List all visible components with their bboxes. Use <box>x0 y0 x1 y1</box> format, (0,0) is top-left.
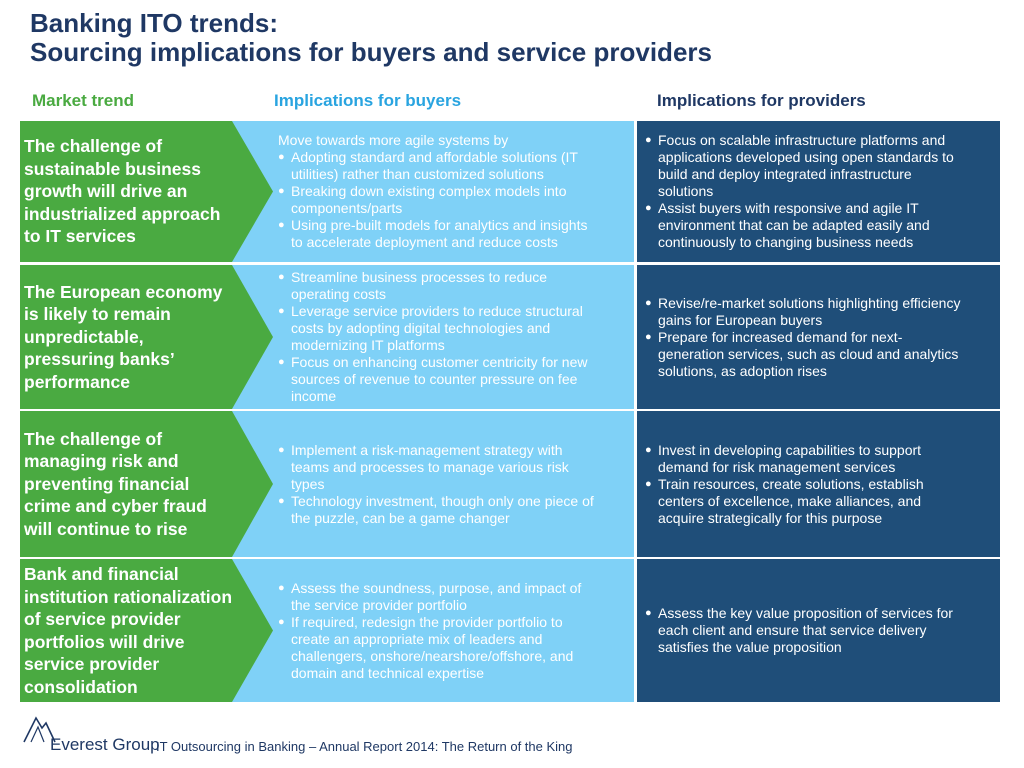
buyers-bullet-item: Technology investment, though only one p… <box>278 493 638 527</box>
table-row: The challenge of managing risk and preve… <box>20 411 1000 557</box>
column-header-market-trend: Market trend <box>32 91 135 110</box>
market-trend-cell: The challenge of managing risk and preve… <box>20 411 273 557</box>
buyers-implications-cell: Streamline business processes to reduce … <box>278 265 638 409</box>
buyers-implications-cell: Move towards more agile systems byAdopti… <box>278 121 638 262</box>
table-row: The European economy is likely to remain… <box>20 265 1000 409</box>
trend-chevron-shape <box>20 265 273 409</box>
providers-bullet-item: Prepare for increased demand for next- g… <box>645 329 1000 380</box>
buyers-bullet-item: Breaking down existing complex models in… <box>278 183 638 217</box>
providers-bullet-item: Focus on scalable infrastructure platfor… <box>645 132 1000 200</box>
providers-implications-cell: Revise/re-market solutions highlighting … <box>637 265 1000 409</box>
providers-bullet-item: Revise/re-market solutions highlighting … <box>645 295 1000 329</box>
column-header-providers: Implications for providers <box>657 91 866 110</box>
providers-bullet-item: Train resources, create solutions, estab… <box>645 476 1000 527</box>
market-trend-cell: Bank and financial institution rationali… <box>20 559 273 702</box>
title-line-1: Banking ITO trends: <box>30 8 278 38</box>
title-line-2: Sourcing implications for buyers and ser… <box>30 37 712 67</box>
providers-implications-cell: Focus on scalable infrastructure platfor… <box>637 121 1000 262</box>
trend-chevron-shape <box>20 121 273 262</box>
market-trend-text: Bank and financial institution rationali… <box>24 564 233 697</box>
footer: Everest Group IT Outsourcing in Banking … <box>20 714 740 764</box>
buyers-bullet-list: Streamline business processes to reduce … <box>278 269 638 405</box>
buyers-bullet-item: Adopting standard and affordable solutio… <box>278 149 638 183</box>
market-trend-cell: The challenge of sustainable business gr… <box>20 121 273 262</box>
buyers-bullet-item: Leverage service providers to reduce str… <box>278 303 638 354</box>
buyers-bullet-list: Assess the soundness, purpose, and impac… <box>278 580 638 682</box>
column-header-buyers: Implications for buyers <box>274 91 462 110</box>
footer-brand: Everest Group <box>50 735 160 754</box>
providers-bullet-item: Assist buyers with responsive and agile … <box>645 200 1000 251</box>
market-trend-text: The European economy is likely to remain… <box>24 281 223 392</box>
buyers-bullet-list: Adopting standard and affordable solutio… <box>278 149 638 251</box>
everest-logo-icon <box>23 716 56 743</box>
buyers-bullet-item: Implement a risk-management strategy wit… <box>278 442 638 493</box>
market-trend-text: The challenge of sustainable business gr… <box>24 136 221 247</box>
providers-implications-cell: Assess the key value proposition of serv… <box>637 559 1000 702</box>
buyers-bullet-item: Streamline business processes to reduce … <box>278 269 638 303</box>
buyers-implications-cell: Assess the soundness, purpose, and impac… <box>278 559 638 702</box>
buyers-bullet-item: Assess the soundness, purpose, and impac… <box>278 580 638 614</box>
buyers-bullet-item: Focus on enhancing customer centricity f… <box>278 354 638 405</box>
providers-bullet-item: Assess the key value proposition of serv… <box>645 605 1000 656</box>
providers-bullet-list: Focus on scalable infrastructure platfor… <box>645 132 1000 251</box>
buyers-bullet-item: Using pre-built models for analytics and… <box>278 217 638 251</box>
providers-bullet-list: Assess the key value proposition of serv… <box>645 605 1000 656</box>
providers-bullet-list: Invest in developing capabilities to sup… <box>645 442 1000 527</box>
table-row: The challenge of sustainable business gr… <box>20 121 1000 262</box>
buyers-bullet-item: If required, redesign the provider portf… <box>278 614 638 682</box>
page-title: Banking ITO trends: Sourcing implication… <box>30 9 712 67</box>
table-row: Bank and financial institution rationali… <box>20 559 1000 702</box>
trend-chevron-shape <box>20 559 273 702</box>
footer-report-title: IT Outsourcing in Banking – Annual Repor… <box>156 739 573 754</box>
trend-chevron-shape <box>20 411 273 557</box>
providers-bullet-item: Invest in developing capabilities to sup… <box>645 442 1000 476</box>
buyers-implications-cell: Implement a risk-management strategy wit… <box>278 411 638 557</box>
providers-bullet-list: Revise/re-market solutions highlighting … <box>645 295 1000 380</box>
providers-implications-cell: Invest in developing capabilities to sup… <box>637 411 1000 557</box>
buyers-intro-text: Move towards more agile systems by <box>278 132 509 148</box>
market-trend-cell: The European economy is likely to remain… <box>20 265 273 409</box>
market-trend-text: The challenge of managing risk and preve… <box>24 428 207 539</box>
buyers-bullet-list: Implement a risk-management strategy wit… <box>278 442 638 527</box>
